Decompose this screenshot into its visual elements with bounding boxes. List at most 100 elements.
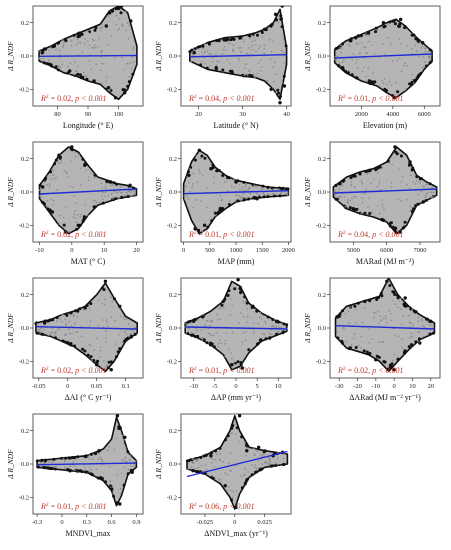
- data-point: [109, 89, 111, 91]
- data-point: [203, 43, 206, 46]
- data-point: [245, 330, 247, 333]
- data-point: [390, 319, 392, 322]
- regression-line: [189, 53, 287, 58]
- data-point: [119, 307, 121, 310]
- x-tick-label: 500: [205, 247, 215, 254]
- data-point: [63, 340, 67, 344]
- data-point: [381, 341, 383, 343]
- data-point: [248, 187, 250, 189]
- data-point: [87, 456, 89, 458]
- panel-p5: -0.2 0.0 0.2 0 500 1000 1500 2000 R2 = 0.01, p <…: [154, 141, 295, 266]
- data-point: [123, 69, 125, 71]
- stats-annotation: R2 = 0.02, p < 0.001: [40, 230, 107, 239]
- data-point: [274, 18, 278, 22]
- data-point: [286, 194, 289, 196]
- data-point: [79, 184, 82, 186]
- data-point: [427, 333, 429, 336]
- data-point: [215, 169, 219, 173]
- data-point: [84, 43, 86, 45]
- data-point: [284, 44, 288, 48]
- data-point: [266, 185, 270, 189]
- data-point: [135, 460, 137, 462]
- data-point: [365, 34, 368, 36]
- x-axis-label: Elevation (m): [363, 121, 408, 130]
- data-point: [412, 207, 415, 211]
- data-point: [240, 435, 244, 439]
- data-point: [216, 453, 218, 456]
- data-point: [368, 197, 370, 199]
- data-point: [40, 465, 43, 467]
- data-point: [217, 342, 220, 345]
- data-point: [233, 186, 236, 188]
- data-point: [112, 184, 114, 186]
- data-point: [76, 43, 78, 46]
- data-point: [118, 425, 122, 429]
- data-point: [230, 426, 234, 430]
- data-point: [259, 69, 262, 72]
- data-point: [263, 44, 266, 47]
- data-point: [374, 312, 377, 314]
- data-point: [244, 185, 247, 188]
- data-point: [73, 344, 77, 348]
- data-point: [192, 51, 196, 55]
- data-point: [101, 477, 104, 481]
- data-point: [242, 192, 245, 195]
- data-point: [207, 50, 209, 52]
- data-point: [415, 50, 418, 52]
- data-point: [88, 44, 91, 46]
- data-point: [67, 65, 70, 68]
- data-point: [351, 58, 354, 60]
- data-point: [118, 304, 122, 308]
- x-tick-label: 20: [428, 383, 435, 390]
- data-point: [402, 175, 404, 177]
- data-point: [368, 168, 372, 172]
- data-point: [195, 199, 198, 201]
- data-point: [187, 198, 190, 200]
- data-point: [107, 43, 109, 46]
- data-point: [117, 197, 120, 199]
- data-point: [76, 316, 79, 318]
- data-point: [430, 191, 433, 193]
- data-point: [231, 305, 233, 307]
- data-point: [125, 191, 128, 194]
- data-point: [334, 197, 338, 201]
- data-point: [54, 336, 57, 340]
- data-point: [113, 448, 116, 451]
- data-point: [269, 87, 273, 92]
- data-point: [118, 27, 121, 30]
- data-point: [197, 148, 201, 152]
- x-tick-label: 2000: [355, 111, 368, 118]
- data-point: [199, 157, 202, 160]
- data-point: [52, 169, 55, 172]
- y-tick-label: 0.0: [169, 53, 177, 60]
- panel-p1: -0.2 0.0 0.2 80 90 100 R2 = 0.02, p < 0.001 Lon…: [6, 5, 144, 130]
- data-point: [382, 42, 384, 45]
- data-point: [245, 197, 248, 199]
- data-point: [127, 37, 130, 40]
- data-point: [133, 60, 135, 63]
- data-point: [253, 331, 255, 334]
- data-point: [105, 80, 107, 82]
- data-point: [97, 449, 101, 453]
- data-point: [73, 195, 75, 198]
- plot-area: [35, 414, 138, 507]
- data-point: [253, 447, 255, 450]
- data-point: [221, 174, 225, 177]
- x-tick-label: 0: [233, 519, 236, 526]
- data-point: [105, 341, 108, 343]
- data-point: [95, 63, 98, 66]
- data-point: [248, 34, 252, 38]
- data-point: [226, 473, 228, 476]
- data-point: [238, 59, 241, 62]
- data-point: [377, 310, 379, 313]
- data-point: [105, 180, 109, 183]
- data-point: [229, 314, 232, 316]
- data-point: [408, 314, 411, 317]
- data-point: [411, 78, 414, 81]
- data-point: [234, 505, 238, 509]
- data-point: [350, 184, 353, 186]
- x-tick-label: 0.9: [132, 519, 140, 526]
- data-point: [101, 83, 103, 85]
- data-point: [261, 36, 264, 38]
- data-point: [266, 463, 268, 465]
